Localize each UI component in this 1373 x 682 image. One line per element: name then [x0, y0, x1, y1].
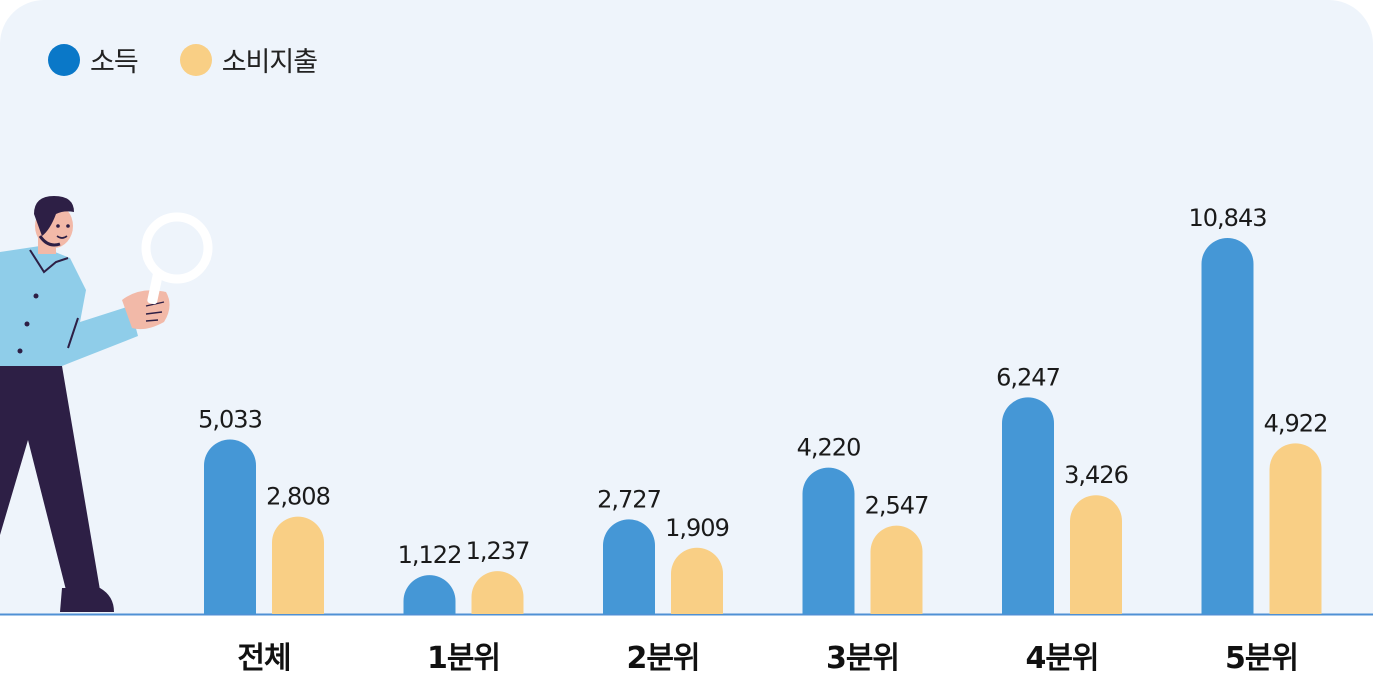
bar-spending: [671, 547, 723, 614]
legend-dot-spending: [179, 43, 212, 76]
data-label-spending: 4,922: [1264, 409, 1328, 437]
data-label-spending: 2,547: [865, 492, 929, 520]
category-label: 4분위: [1025, 641, 1098, 676]
bar-income: [802, 467, 855, 614]
data-label-income: 4,220: [797, 434, 861, 462]
legend: 소득 소비지출: [48, 40, 359, 79]
legend-item-income: 소득: [48, 40, 139, 79]
bar-spending: [471, 571, 524, 614]
category-label: 2분위: [626, 641, 699, 676]
bar-income: [1201, 238, 1254, 615]
data-label-income: 2,727: [597, 485, 661, 513]
bar-income: [204, 439, 256, 614]
category-label: 전체: [237, 641, 290, 676]
data-label-spending: 1,909: [665, 514, 729, 542]
bar-income: [1002, 397, 1054, 614]
category-label: 3분위: [826, 641, 899, 676]
legend-dot-income: [48, 43, 80, 76]
bar-spending: [272, 516, 324, 614]
data-label-income: 1,122: [398, 541, 462, 569]
data-label-spending: 3,426: [1064, 461, 1128, 489]
category-label: 5분위: [1225, 641, 1298, 676]
category-label: 1분위: [427, 641, 500, 676]
data-label-spending: 2,808: [266, 483, 330, 511]
legend-label-spending: 소비지출: [221, 47, 318, 78]
bar-income: [603, 519, 655, 614]
bar-income: [403, 575, 456, 614]
bar-spending: [1269, 443, 1322, 614]
person-with-magnifying-glass-icon: [0, 196, 213, 612]
data-label-income: 5,033: [198, 405, 262, 433]
legend-label-income: 소득: [90, 47, 139, 78]
legend-item-spending: 소비지출: [179, 40, 318, 79]
data-label-income: 10,843: [1189, 204, 1267, 232]
bar-spending: [870, 525, 923, 614]
data-label-income: 6,247: [996, 363, 1060, 391]
data-label-spending: 1,237: [466, 537, 530, 565]
bar-spending: [1070, 495, 1122, 614]
